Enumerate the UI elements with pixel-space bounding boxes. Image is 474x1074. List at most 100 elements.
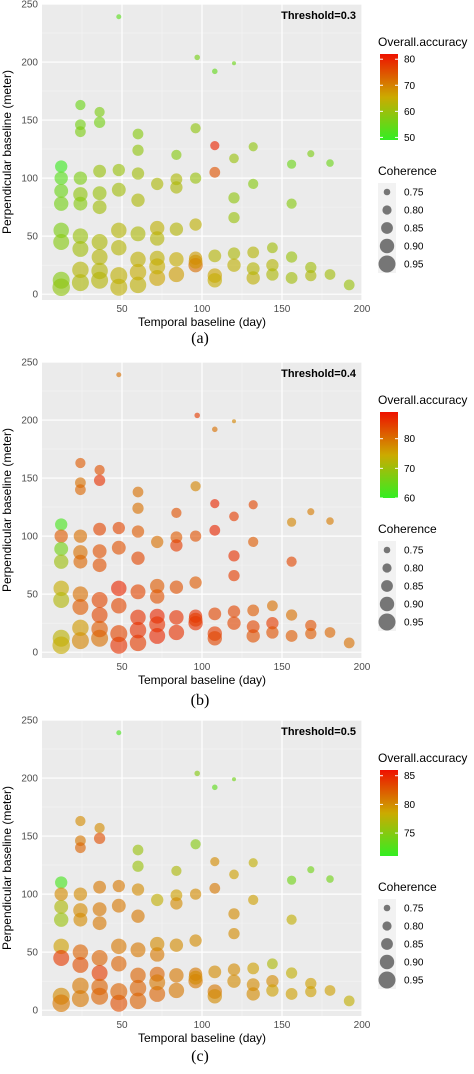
data-point	[130, 609, 146, 626]
data-point	[75, 842, 86, 854]
color-legend-tick: 60	[404, 494, 416, 505]
size-legend-circle	[382, 921, 392, 931]
data-point	[188, 254, 203, 269]
data-point	[91, 233, 108, 250]
y-tick-label: 0	[32, 290, 38, 301]
data-point	[116, 372, 122, 378]
data-point	[111, 938, 127, 955]
data-point	[131, 883, 145, 896]
data-point	[324, 269, 336, 280]
data-point	[168, 266, 185, 283]
data-point	[189, 576, 202, 589]
data-point	[267, 242, 278, 254]
data-point	[54, 171, 68, 185]
data-point	[75, 815, 86, 827]
data-point	[110, 267, 128, 285]
data-point	[72, 228, 89, 244]
data-point	[151, 177, 164, 191]
data-point	[189, 888, 202, 900]
scatter-chart-b: 50 100 150 200 0 50 100 150 200 250 Threshold=0.4 T…	[0, 358, 467, 687]
data-point	[112, 879, 125, 893]
data-point	[210, 499, 220, 509]
data-point	[285, 988, 298, 1000]
x-axis-label: Temporal baseline (day)	[138, 1031, 266, 1045]
threshold-annotation: Threshold=0.5	[281, 726, 356, 738]
data-point	[305, 627, 317, 640]
data-point	[169, 252, 184, 267]
data-point	[246, 262, 260, 276]
size-legend-label: 0.75	[404, 188, 424, 199]
data-point	[91, 965, 108, 982]
data-point	[285, 630, 298, 642]
data-point	[111, 898, 126, 913]
y-tick-label: 250	[21, 358, 38, 369]
data-point	[170, 897, 183, 910]
color-legend-bar	[380, 54, 398, 140]
data-point	[73, 529, 88, 543]
data-point	[52, 278, 70, 296]
data-point	[72, 240, 89, 257]
data-point	[54, 529, 68, 543]
data-point	[194, 412, 200, 419]
data-point	[266, 626, 279, 639]
data-point	[171, 149, 182, 161]
data-point	[116, 730, 122, 736]
data-point	[248, 536, 259, 548]
data-point	[208, 965, 222, 979]
color-legend-tick: 75	[404, 829, 416, 840]
data-point	[246, 620, 260, 634]
data-point	[53, 580, 69, 597]
data-point	[227, 963, 241, 976]
data-point	[130, 226, 146, 242]
size-legend-label: 0.95	[404, 618, 424, 629]
data-point	[305, 977, 317, 990]
data-point	[72, 619, 89, 637]
data-point	[132, 144, 144, 156]
data-point	[110, 983, 128, 1001]
data-point	[93, 880, 107, 894]
y-tick-label: 0	[32, 1006, 38, 1017]
data-point	[72, 598, 89, 615]
data-point	[131, 909, 145, 923]
size-legend-circle	[383, 188, 391, 196]
data-point	[75, 126, 86, 138]
data-point	[91, 591, 108, 608]
color-legend-tick: 50	[404, 133, 416, 144]
size-legend-label: 0.90	[404, 242, 424, 253]
data-point	[227, 605, 241, 618]
color-legend-title: Overall.accuracy	[378, 393, 467, 407]
data-point	[94, 464, 105, 476]
y-axis-label: Perpendicular baseline (meter)	[0, 786, 14, 950]
color-legend-tick: 70	[404, 464, 416, 475]
data-point	[228, 550, 240, 562]
data-point	[286, 914, 297, 925]
color-legend-bar	[380, 412, 398, 498]
data-point	[150, 578, 165, 594]
data-point	[212, 784, 218, 791]
data-point	[91, 607, 108, 624]
data-point	[307, 866, 315, 874]
data-point	[207, 989, 222, 1004]
data-point	[210, 857, 220, 867]
data-point	[73, 171, 88, 185]
data-point	[248, 858, 258, 868]
data-point	[307, 508, 315, 516]
data-point	[168, 982, 185, 999]
data-point	[72, 956, 89, 973]
data-point	[247, 604, 260, 617]
data-point	[190, 481, 201, 492]
data-point	[53, 938, 69, 955]
data-point	[168, 624, 185, 641]
data-point	[246, 987, 260, 1001]
data-point	[227, 258, 241, 272]
data-point	[171, 507, 182, 519]
data-point	[305, 985, 317, 998]
data-point	[188, 970, 203, 985]
scatter-chart-c: 50 100 150 200 0 50 100 150 200 250 Threshold=0.5 T…	[0, 716, 467, 1045]
data-point	[92, 916, 107, 931]
color-legend-tick: 80	[404, 55, 416, 66]
data-point	[91, 978, 108, 996]
data-point	[194, 54, 200, 61]
data-point	[110, 625, 128, 643]
data-point	[208, 607, 222, 621]
